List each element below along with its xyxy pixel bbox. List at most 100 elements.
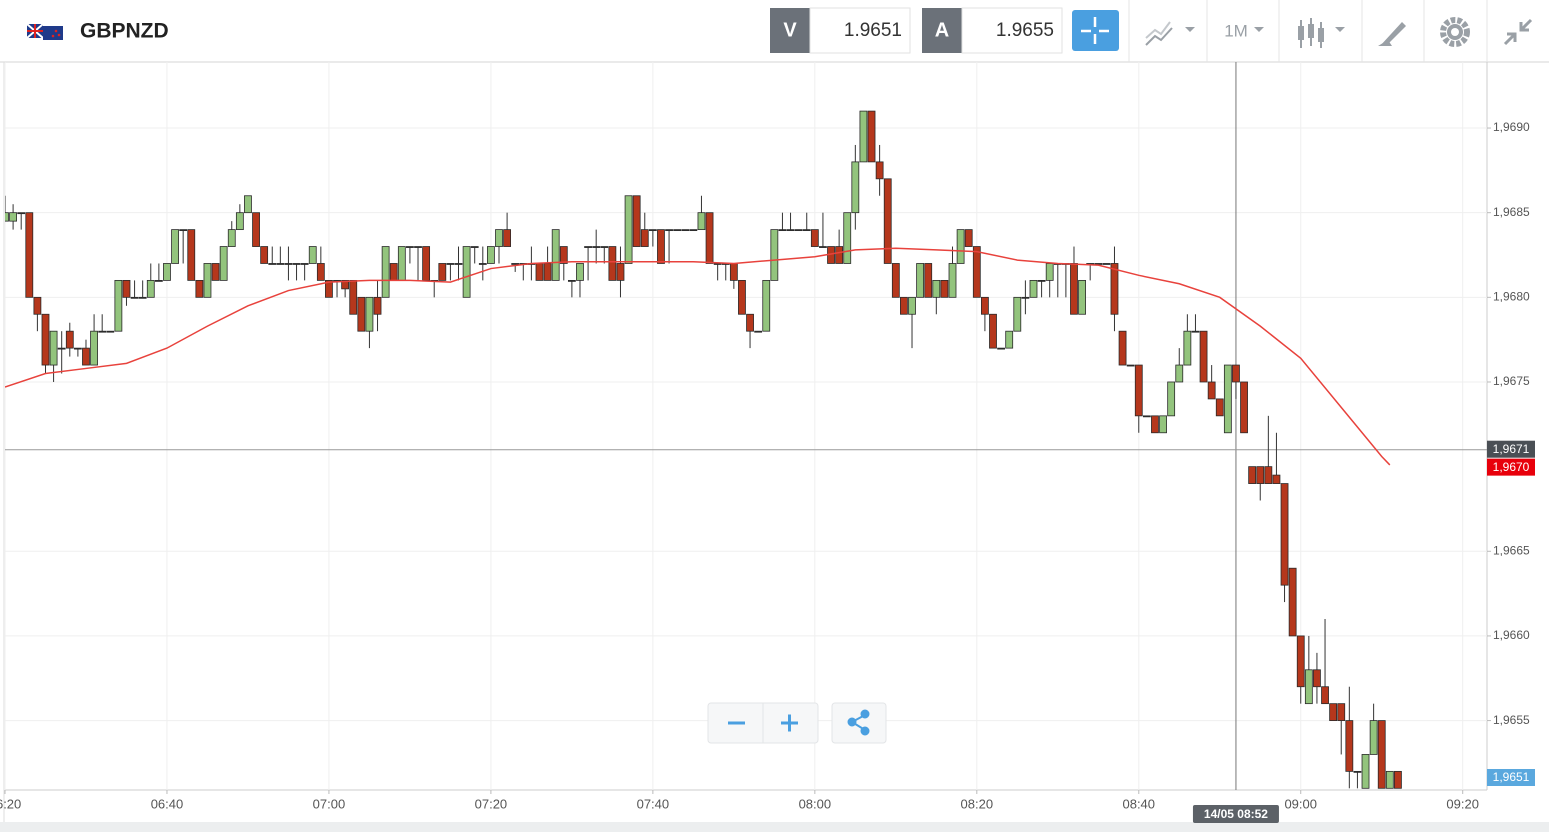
- candle-body: [1045, 263, 1054, 281]
- candle-body: [1394, 770, 1402, 789]
- crosshair-x-box: [1192, 805, 1279, 823]
- candle-body: [770, 229, 779, 281]
- candle-body: [503, 229, 511, 247]
- candle-body: [1078, 279, 1086, 315]
- candle-body: [916, 263, 925, 298]
- x-tick-label: 06:20: [0, 796, 21, 811]
- chart-type-button[interactable]: [1145, 21, 1195, 46]
- candle-body: [1183, 330, 1192, 366]
- timeframe-caret: [1254, 27, 1264, 32]
- candle-body: [616, 263, 625, 281]
- candle-body: [1369, 720, 1378, 755]
- candle-body: [244, 195, 252, 214]
- candle-body: [648, 229, 657, 232]
- candle-body: [406, 246, 414, 248]
- candle-body: [284, 263, 293, 265]
- candle-body: [98, 330, 107, 333]
- candle-body: [1175, 364, 1184, 383]
- candle-body: [130, 296, 139, 299]
- candle-body: [365, 296, 374, 332]
- candle-body: [697, 212, 706, 231]
- candle-body: [470, 246, 479, 248]
- candle-body: [1021, 296, 1030, 299]
- settings-button[interactable]: [1440, 17, 1470, 47]
- candle-body: [883, 178, 892, 264]
- candle-body: [843, 212, 852, 264]
- candle-body: [900, 296, 908, 315]
- draw-button[interactable]: [1378, 22, 1406, 46]
- candle-body: [438, 263, 447, 281]
- y-tick-label: 1,9680: [1493, 290, 1530, 304]
- candle-body: [211, 263, 220, 281]
- collapse-button[interactable]: [1503, 18, 1533, 46]
- crosshair-y-box: [1487, 440, 1535, 458]
- candle-body: [972, 246, 981, 298]
- toolbar-separators: [1128, 0, 1488, 62]
- candle-body: [851, 161, 860, 214]
- candle-body: [114, 279, 123, 332]
- candle-body: [1385, 770, 1394, 789]
- candle-body: [41, 313, 50, 366]
- candle-body: [495, 229, 503, 247]
- candle-body: [1361, 754, 1370, 789]
- candle-body: [1223, 364, 1232, 434]
- candle-body: [1142, 415, 1151, 418]
- crosshair-button[interactable]: [1072, 10, 1119, 51]
- candle-body: [203, 263, 212, 298]
- candle-body: [535, 263, 544, 281]
- candle-body: [179, 229, 188, 232]
- price-label: 1,9670: [1493, 460, 1530, 474]
- candle-type-button[interactable]: [1298, 18, 1345, 48]
- ask-box: [961, 7, 1063, 54]
- candle-body: [422, 246, 431, 281]
- candle-body: [1102, 263, 1111, 265]
- candle-body: [746, 313, 754, 332]
- candle-body: [632, 195, 641, 247]
- candle-body: [1167, 381, 1176, 417]
- candle-body: [802, 229, 811, 232]
- candle-body: [981, 296, 989, 315]
- candle-body: [592, 246, 601, 248]
- bid-box: [809, 7, 911, 54]
- price-label-box: [1487, 458, 1535, 476]
- ask-button[interactable]: [922, 8, 962, 53]
- candle-body: [65, 330, 74, 349]
- bid-price: 1.9651: [844, 20, 902, 41]
- candle-body: [154, 279, 163, 282]
- bid-button[interactable]: [770, 8, 810, 53]
- flag: [26, 23, 63, 40]
- x-tick-label: 08:40: [1122, 796, 1155, 811]
- candle-body: [778, 229, 787, 232]
- candle-body: [5, 212, 9, 222]
- candle-body: [1118, 330, 1127, 366]
- candle-body: [49, 330, 58, 366]
- candle-body: [138, 296, 147, 299]
- candle-body: [389, 263, 398, 281]
- price-label-box: [1487, 769, 1535, 786]
- moving-average: [5, 247, 1391, 466]
- zoom-in[interactable]: [781, 714, 798, 732]
- share-button[interactable]: [831, 702, 887, 744]
- candle-body: [1345, 720, 1354, 772]
- candle-body: [187, 229, 196, 281]
- candle-body: [268, 263, 277, 265]
- candle-body: [1207, 381, 1216, 400]
- candle-body: [908, 296, 916, 315]
- candle-body: [1296, 635, 1305, 688]
- candle-body: [195, 279, 204, 298]
- ask-letter: A: [935, 19, 949, 41]
- candle-body: [446, 263, 455, 265]
- candle-body: [316, 263, 325, 281]
- candle-body: [276, 263, 285, 265]
- timeframe[interactable]: 1M: [1224, 21, 1248, 40]
- candle-body: [163, 263, 171, 281]
- candle-body: [1329, 703, 1338, 721]
- candle-body: [171, 229, 179, 264]
- candle-body: [1248, 466, 1257, 484]
- candle-body: [689, 229, 698, 232]
- ask-price: 1.9655: [996, 20, 1054, 41]
- candle-body: [1110, 263, 1119, 315]
- candle-body: [1070, 263, 1078, 315]
- candle-body: [462, 246, 471, 298]
